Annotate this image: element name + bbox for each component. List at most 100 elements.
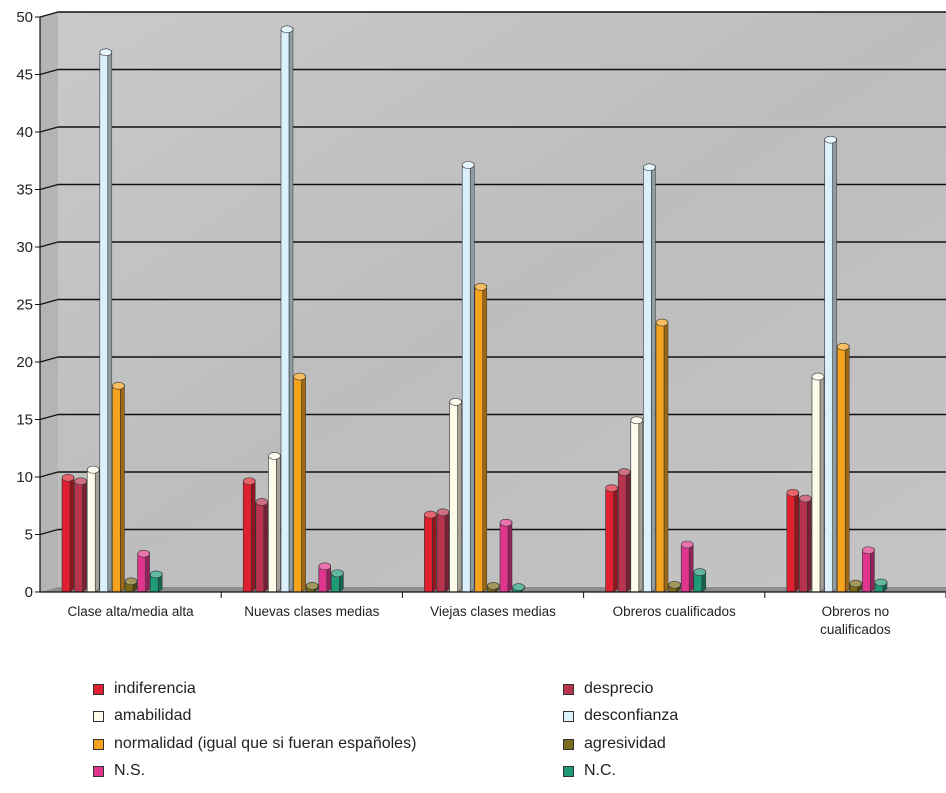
gridline-side	[39, 413, 59, 421]
bar-front	[149, 575, 159, 593]
bar-front	[112, 386, 121, 593]
bar	[461, 161, 475, 593]
bar	[86, 465, 100, 593]
bar	[655, 318, 669, 593]
bar	[643, 163, 656, 593]
bar-cap	[849, 579, 863, 588]
bar-side	[82, 479, 87, 593]
bar-front	[836, 347, 846, 593]
bar-cap	[461, 161, 475, 169]
bar	[436, 508, 450, 593]
bar-front	[693, 573, 703, 593]
bar	[318, 562, 332, 593]
bar-front	[824, 140, 833, 593]
bar-side	[613, 486, 618, 593]
bar-cap	[630, 416, 644, 425]
bar	[280, 25, 294, 593]
bar-front	[499, 523, 509, 593]
bar-side	[807, 496, 812, 593]
y-tick-label: 25	[16, 297, 33, 314]
bar	[137, 549, 150, 593]
bar-front	[318, 567, 328, 593]
bar-cap	[149, 570, 163, 579]
bar-cap	[255, 498, 269, 506]
bar	[487, 582, 500, 593]
bar-cap	[268, 452, 281, 460]
bar-front	[680, 545, 690, 593]
bar	[693, 568, 707, 593]
bar-front	[655, 323, 665, 593]
bar	[331, 569, 344, 593]
bar	[668, 580, 681, 593]
bar-cap	[874, 578, 888, 587]
y-tick-label: 30	[16, 239, 33, 256]
bar-front	[786, 493, 796, 593]
bar-cap	[305, 582, 319, 590]
bar-cap	[487, 582, 500, 590]
bar-cap	[836, 342, 850, 351]
bar-front	[255, 503, 265, 593]
bar-cap	[280, 25, 294, 34]
bar	[99, 48, 113, 593]
bar-side	[145, 551, 150, 593]
bar-side	[107, 50, 113, 593]
bar-cap	[811, 372, 825, 381]
gridline-side	[39, 356, 59, 363]
bar-front	[630, 421, 640, 593]
bar	[630, 416, 644, 593]
bar-side	[794, 490, 800, 593]
bar-cap	[643, 163, 656, 172]
bar	[849, 579, 863, 593]
bar-cap	[124, 577, 138, 586]
axes: 0 5 10 15 20 25 30 35 40 45 50 Clase alta/media alt…	[16, 9, 946, 637]
bar-front	[280, 30, 290, 593]
bar-side	[444, 510, 450, 593]
bar-cap	[112, 381, 125, 390]
bar-cap	[799, 494, 812, 503]
bar-side	[263, 499, 269, 593]
bar	[61, 473, 75, 593]
bar	[255, 498, 269, 593]
bar-front	[862, 551, 871, 593]
bar-side	[469, 163, 475, 593]
bar-side	[663, 320, 669, 593]
bar	[499, 518, 513, 593]
bar-cap	[331, 569, 344, 578]
bar	[512, 583, 525, 593]
bar-side	[688, 542, 694, 593]
bar-front	[293, 377, 302, 593]
bar-front	[474, 288, 484, 593]
bar	[242, 477, 256, 593]
bar-cap	[242, 477, 256, 486]
bar	[874, 578, 888, 593]
x-tick-label: Viejas clases medias	[430, 604, 556, 619]
bar	[605, 484, 618, 593]
gridline-side	[39, 68, 59, 76]
bar-side	[301, 374, 306, 593]
gridline-side	[39, 528, 59, 536]
bar-side	[120, 383, 125, 593]
bar	[149, 570, 163, 593]
bar-cap	[449, 398, 462, 406]
y-tick-label: 45	[16, 67, 33, 84]
bar-cap	[786, 488, 800, 497]
bar-cap	[499, 518, 513, 527]
bar-front	[137, 554, 146, 593]
gridline-side	[39, 126, 59, 133]
bar-side	[819, 374, 825, 593]
bar-cap	[318, 562, 332, 571]
gridlines	[39, 11, 946, 536]
bar-front	[424, 515, 433, 593]
y-tick-label: 20	[16, 354, 33, 371]
bar-side	[250, 479, 256, 593]
bars	[61, 25, 888, 593]
bar-cap	[137, 549, 150, 558]
bar-cap	[605, 484, 618, 492]
bar	[268, 452, 281, 593]
bar-cap	[74, 477, 87, 486]
bar-cap	[824, 135, 837, 144]
bar	[811, 372, 825, 593]
bar-side	[832, 137, 837, 593]
bar	[449, 398, 462, 593]
bar	[474, 283, 488, 593]
